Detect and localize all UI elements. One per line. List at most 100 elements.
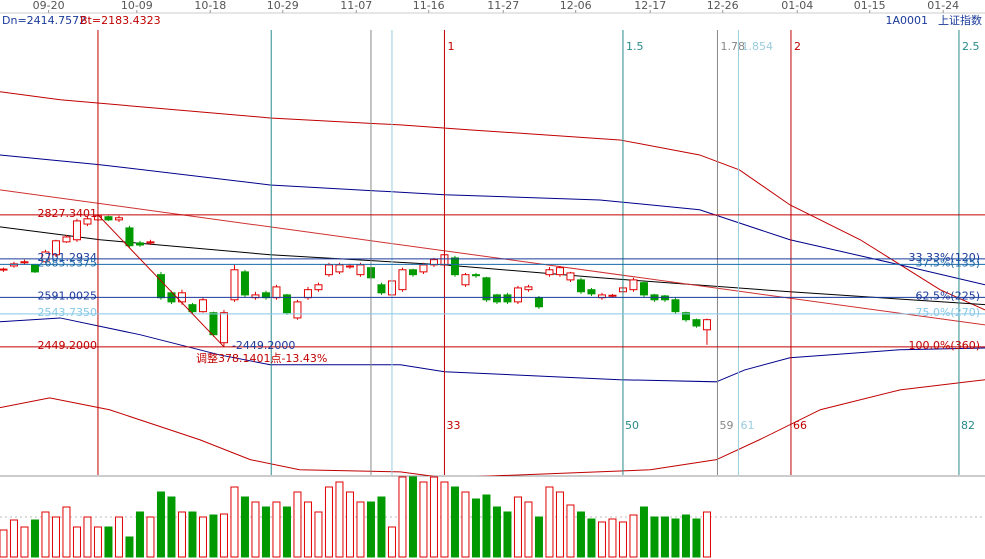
volume-bar: [282, 506, 291, 558]
candle-body: [429, 259, 438, 266]
x-tick-label: 12-06: [560, 0, 592, 12]
candle-body: [20, 261, 29, 264]
candle-body: [608, 294, 617, 297]
candle-body: [545, 269, 554, 276]
candle-body: [408, 269, 417, 276]
candle-body: [629, 279, 638, 291]
volume-bar: [471, 498, 480, 558]
level-percent: 75.0%(270): [915, 306, 980, 319]
x-tick-label: 01-24: [927, 0, 959, 12]
volume-bar: [692, 518, 701, 558]
candle-body: [104, 216, 113, 221]
indicator-line: [0, 189, 985, 326]
cycle-bottom-label: 59: [719, 419, 733, 432]
candle-body: [9, 263, 18, 267]
volume-bar: [398, 476, 407, 558]
volume-bar: [125, 536, 134, 558]
candle-body: [146, 241, 155, 244]
candle-body: [324, 264, 333, 276]
volume-bar: [629, 514, 638, 558]
volume-bar: [503, 511, 512, 558]
volume-bar: [440, 481, 449, 558]
candle-body: [114, 217, 123, 221]
volume-bar: [303, 501, 312, 558]
candle-body: [450, 257, 459, 276]
volume-bar: [377, 496, 386, 558]
level-label: 2543.7350: [38, 306, 98, 319]
volume-bar: [240, 496, 249, 558]
volume-bar: [482, 494, 491, 558]
index-name: 上证指数: [938, 13, 982, 27]
price-pane: [0, 91, 985, 476]
volume-bar: [314, 511, 323, 558]
volume-bar: [0, 529, 8, 558]
volume-bar: [20, 526, 29, 558]
volume-bar: [209, 514, 218, 558]
candle-body: [482, 277, 491, 301]
swing-low-label: -2449.2000: [232, 339, 295, 352]
volume-bar: [167, 496, 176, 558]
candle-body: [492, 294, 501, 303]
x-tick-label: 01-15: [854, 0, 886, 12]
volume-bar: [597, 521, 606, 558]
candle-body: [692, 319, 701, 327]
level-label: 2685.5375: [38, 256, 98, 269]
dn-label: Dn=2414.7572: [2, 14, 86, 27]
volume-bar: [198, 516, 207, 558]
volume-bar: [618, 521, 627, 558]
candle-body: [513, 287, 522, 303]
candle-body: [30, 264, 39, 273]
level-percent: 33.33%(120): [908, 251, 980, 264]
x-tick-label: 11-16: [413, 0, 445, 12]
volume-bar: [345, 491, 354, 558]
bt-label: Bt=2183.4323: [80, 14, 161, 27]
candle-body: [356, 264, 365, 276]
volume-bar: [135, 511, 144, 558]
candle-body: [0, 268, 8, 271]
candle-body: [72, 220, 81, 241]
candle-body: [293, 301, 302, 319]
cycle-bottom-label: 33: [446, 419, 460, 432]
code-label: 1A0001: [885, 14, 928, 27]
indicator-line: [0, 91, 985, 311]
x-tick-label: 12-26: [707, 0, 739, 12]
candle-body: [555, 267, 564, 276]
level-label: 2827.3401: [38, 207, 98, 220]
candle-body: [198, 299, 207, 313]
cycle-top-label: 1: [447, 40, 454, 53]
volume-bar: [492, 506, 501, 558]
volume-bar: [450, 486, 459, 558]
volume-bar: [419, 481, 428, 558]
candle-body: [51, 240, 60, 256]
volume-bar: [408, 476, 417, 558]
volume-bar: [356, 501, 365, 558]
candle-body: [135, 242, 144, 246]
volume-bar: [461, 491, 470, 558]
volume-bar: [524, 501, 533, 558]
cycle-top-label: 1.854: [741, 40, 773, 53]
volume-bar: [608, 518, 617, 558]
candle-body: [419, 264, 428, 273]
candle-body: [345, 265, 354, 268]
swing-line: [97, 214, 225, 348]
volume-bar: [30, 519, 39, 558]
volume-bar: [702, 511, 711, 558]
volume-bar: [545, 486, 554, 558]
candle-body: [282, 294, 291, 314]
volume-bar: [251, 501, 260, 558]
level-label: 2591.0025: [38, 289, 98, 302]
volume-bar: [566, 504, 575, 558]
candle-body: [272, 286, 281, 299]
candle-body: [639, 282, 648, 296]
cycle-bottom-label: 50: [625, 419, 639, 432]
volume-bar: [639, 506, 648, 558]
volume-bar: [72, 526, 81, 558]
level-label: 2701.2934: [38, 251, 98, 264]
volume-bar: [324, 486, 333, 558]
cycle-top-label: 2.5: [962, 40, 980, 53]
x-tick-label: 11-07: [340, 0, 372, 12]
candle-body: [41, 251, 50, 263]
volume-bar: [62, 506, 71, 558]
candle-body: [503, 294, 512, 303]
